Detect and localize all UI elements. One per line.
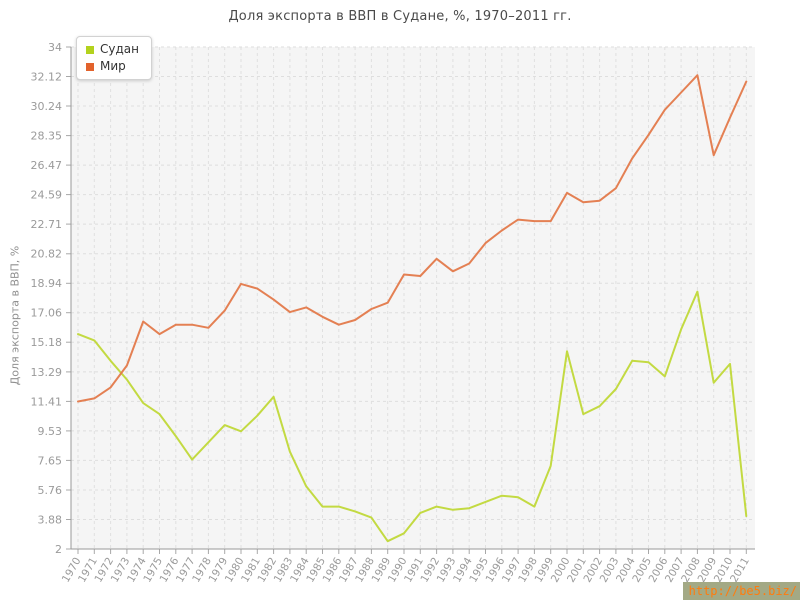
y-tick-label: 9.53	[38, 425, 63, 438]
y-tick-label: 30.24	[31, 100, 63, 113]
y-tick-label: 26.47	[31, 159, 63, 172]
y-tick-label: 3.88	[38, 513, 63, 526]
y-tick-label: 2	[55, 543, 62, 556]
y-axis-title: Доля экспорта в ВВП, %	[8, 245, 22, 386]
y-tick-label: 20.82	[31, 248, 63, 261]
y-tick-label: 32.12	[31, 70, 63, 83]
y-tick-label: 18.94	[31, 277, 63, 290]
y-tick-label: 13.29	[31, 366, 63, 379]
watermark-link[interactable]: http://be5.biz/	[682, 582, 800, 600]
plot-background	[71, 47, 755, 549]
y-tick-label: 24.59	[31, 188, 63, 201]
y-tick-label: 22.71	[31, 218, 63, 231]
y-tick-label: 34	[48, 41, 62, 54]
legend-label-sudan: Судан	[100, 42, 139, 56]
y-tick-label: 5.76	[38, 484, 63, 497]
series-line-sudan	[77, 290, 748, 543]
legend-item-world[interactable]: Мир	[86, 60, 139, 73]
sudan-series-swatch-icon	[86, 45, 94, 54]
y-tick-label: 7.65	[38, 454, 63, 467]
chart-legend: Судан Мир	[76, 36, 152, 80]
y-tick-label: 15.18	[31, 336, 63, 349]
y-tick-label: 17.06	[31, 307, 63, 320]
world-series-swatch-icon	[86, 62, 94, 71]
legend-item-sudan[interactable]: Судан	[86, 43, 139, 56]
y-tick-label: 11.41	[31, 395, 63, 408]
series-line-world	[77, 74, 748, 403]
y-tick-label: 28.35	[31, 129, 63, 142]
chart-title: Доля экспорта в ВВП в Судане, %, 1970–20…	[228, 9, 572, 24]
legend-label-world: Мир	[100, 59, 126, 73]
